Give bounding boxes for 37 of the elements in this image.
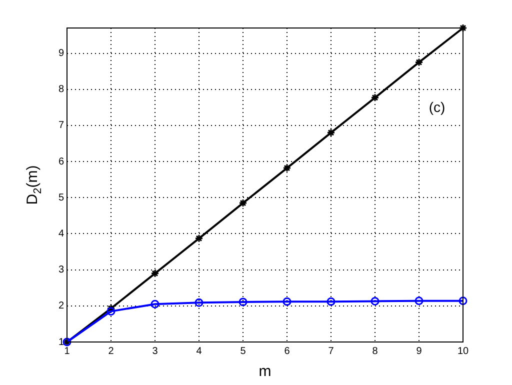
x-tick-label: 7 — [328, 346, 334, 357]
y-tick-label: 9 — [58, 48, 64, 60]
point — [150, 269, 160, 278]
y-tick-label: 4 — [58, 228, 64, 240]
point — [106, 307, 116, 316]
point — [370, 93, 380, 102]
x-tick-label: 3 — [152, 346, 158, 357]
point — [282, 164, 292, 172]
point — [282, 297, 292, 306]
x-axis-title: m — [258, 363, 272, 380]
y-tick-label: 6 — [58, 156, 64, 168]
point — [326, 128, 336, 137]
annotation: (c) — [428, 98, 446, 115]
y-tick-label: 2 — [58, 300, 64, 312]
x-tick-label: 4 — [196, 346, 202, 357]
point — [370, 296, 380, 306]
point — [194, 298, 204, 307]
point — [150, 300, 160, 308]
point — [414, 296, 424, 306]
y-tick-label: 5 — [58, 192, 64, 204]
y-tick-label: 7 — [58, 120, 64, 132]
x-tick-label: 8 — [372, 346, 378, 357]
y-tick-label: 1 — [58, 336, 64, 348]
y-axis-title: D2(m) — [24, 165, 44, 205]
point — [238, 198, 248, 208]
point — [238, 298, 248, 306]
x-tick-label: 10 — [457, 346, 469, 357]
point — [458, 296, 468, 306]
y-tick-label: 3 — [58, 264, 64, 276]
point — [414, 58, 424, 67]
point — [326, 297, 336, 306]
point — [194, 234, 204, 243]
x-tick-label: 2 — [108, 346, 114, 357]
y-tick-label: 8 — [58, 84, 64, 96]
x-tick-label: 6 — [284, 346, 290, 357]
x-tick-label: 5 — [240, 346, 246, 357]
x-tick-label: 9 — [416, 346, 422, 357]
